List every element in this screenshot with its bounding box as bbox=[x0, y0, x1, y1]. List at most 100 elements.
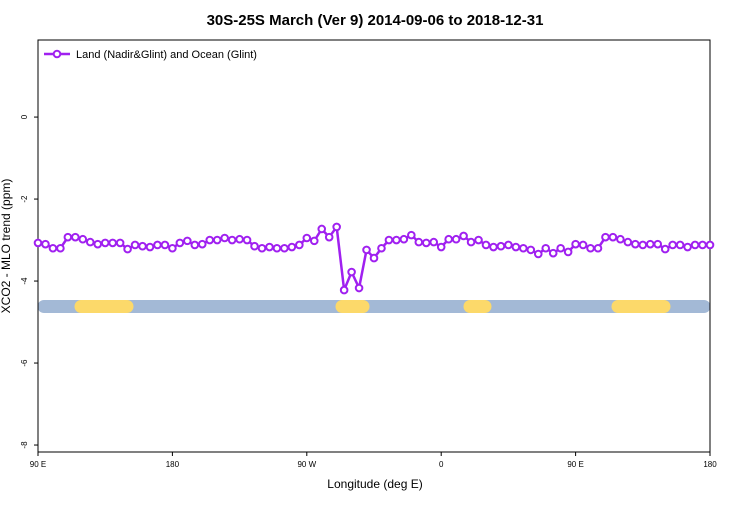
chart-title: 30S-25S March (Ver 9) 2014-09-06 to 2018… bbox=[207, 12, 544, 29]
legend-marker bbox=[52, 49, 62, 59]
data-point bbox=[197, 239, 207, 249]
data-point bbox=[220, 233, 229, 243]
data-point bbox=[444, 234, 453, 244]
data-point bbox=[280, 243, 289, 253]
data-point bbox=[153, 240, 162, 250]
x-tick-label: 90 E bbox=[30, 460, 46, 469]
data-point bbox=[459, 231, 468, 241]
y-tick-label: 0 bbox=[20, 114, 29, 119]
data-point bbox=[41, 239, 50, 249]
data-point bbox=[78, 234, 88, 244]
data-point bbox=[414, 237, 424, 247]
data-point bbox=[392, 235, 401, 245]
data-point bbox=[496, 241, 506, 251]
data-point bbox=[526, 245, 536, 255]
data-point bbox=[690, 240, 700, 250]
data-point bbox=[586, 243, 595, 253]
data-point bbox=[541, 243, 551, 253]
data-point bbox=[466, 237, 476, 247]
data-point bbox=[556, 243, 565, 253]
data-point bbox=[160, 240, 170, 250]
data-point bbox=[675, 240, 685, 250]
data-point bbox=[309, 236, 319, 246]
legend-label: Land (Nadir&Glint) and Ocean (Glint) bbox=[76, 49, 257, 61]
data-point bbox=[519, 243, 528, 253]
data-point bbox=[578, 240, 588, 250]
data-point bbox=[511, 242, 521, 252]
data-point bbox=[48, 243, 58, 253]
data-point bbox=[354, 283, 364, 293]
data-point bbox=[623, 237, 633, 247]
data-point bbox=[533, 249, 543, 259]
data-point bbox=[481, 240, 491, 250]
y-tick-label: -8 bbox=[20, 441, 29, 449]
x-tick-label: 90 E bbox=[567, 460, 583, 469]
data-point bbox=[451, 234, 461, 244]
data-point bbox=[362, 245, 371, 255]
data-point bbox=[407, 230, 416, 240]
x-axis-label: Longitude (deg E) bbox=[327, 477, 422, 491]
data-point bbox=[287, 242, 297, 252]
data-point bbox=[302, 233, 312, 243]
data-point bbox=[123, 244, 132, 254]
data-point bbox=[638, 240, 648, 250]
data-point bbox=[489, 242, 498, 252]
data-point bbox=[421, 238, 431, 248]
data-point bbox=[645, 239, 655, 249]
data-point bbox=[130, 240, 140, 250]
data-point bbox=[63, 232, 73, 242]
data-point bbox=[212, 235, 222, 245]
data-point bbox=[504, 240, 513, 250]
x-tick-label: 0 bbox=[439, 460, 444, 469]
x-tick-label: 90 W bbox=[297, 460, 316, 469]
data-point bbox=[683, 242, 692, 252]
data-point bbox=[369, 253, 379, 263]
data-point bbox=[601, 232, 610, 242]
data-point bbox=[563, 247, 573, 257]
data-point bbox=[429, 237, 439, 247]
y-tick-label: -2 bbox=[20, 195, 29, 203]
data-point bbox=[616, 234, 625, 244]
data-point bbox=[399, 234, 409, 244]
data-point bbox=[698, 240, 707, 250]
data-point bbox=[272, 243, 282, 253]
data-point bbox=[347, 267, 356, 277]
data-point bbox=[436, 242, 446, 252]
data-point bbox=[608, 232, 618, 242]
data-point bbox=[115, 238, 125, 248]
data-point bbox=[265, 242, 274, 252]
x-tick-label: 180 bbox=[703, 460, 717, 469]
data-point bbox=[56, 243, 65, 253]
data-point bbox=[145, 242, 155, 252]
data-point bbox=[339, 285, 349, 295]
y-tick-label: -4 bbox=[20, 277, 29, 285]
data-point bbox=[108, 238, 117, 248]
data-point bbox=[332, 222, 341, 232]
data-point bbox=[242, 235, 252, 245]
data-point bbox=[93, 239, 103, 249]
data-point bbox=[317, 224, 327, 234]
data-point bbox=[71, 232, 80, 242]
data-point bbox=[257, 243, 267, 253]
data-point bbox=[235, 234, 244, 244]
data-point bbox=[190, 240, 200, 250]
data-point bbox=[33, 238, 43, 248]
data-point bbox=[653, 239, 663, 249]
data-point bbox=[324, 232, 334, 242]
y-tick-label: -6 bbox=[20, 359, 29, 367]
data-point bbox=[668, 240, 677, 250]
data-point bbox=[660, 244, 670, 254]
data-point bbox=[183, 236, 192, 246]
data-point bbox=[705, 240, 715, 250]
x-tick-label: 180 bbox=[166, 460, 180, 469]
data-point bbox=[593, 243, 603, 253]
data-point bbox=[384, 235, 394, 245]
data-point bbox=[250, 241, 259, 251]
data-point bbox=[548, 248, 558, 258]
data-point bbox=[100, 238, 110, 248]
data-point bbox=[377, 243, 386, 253]
data-point bbox=[85, 237, 95, 247]
data-point bbox=[138, 241, 147, 251]
data-point bbox=[571, 239, 580, 249]
